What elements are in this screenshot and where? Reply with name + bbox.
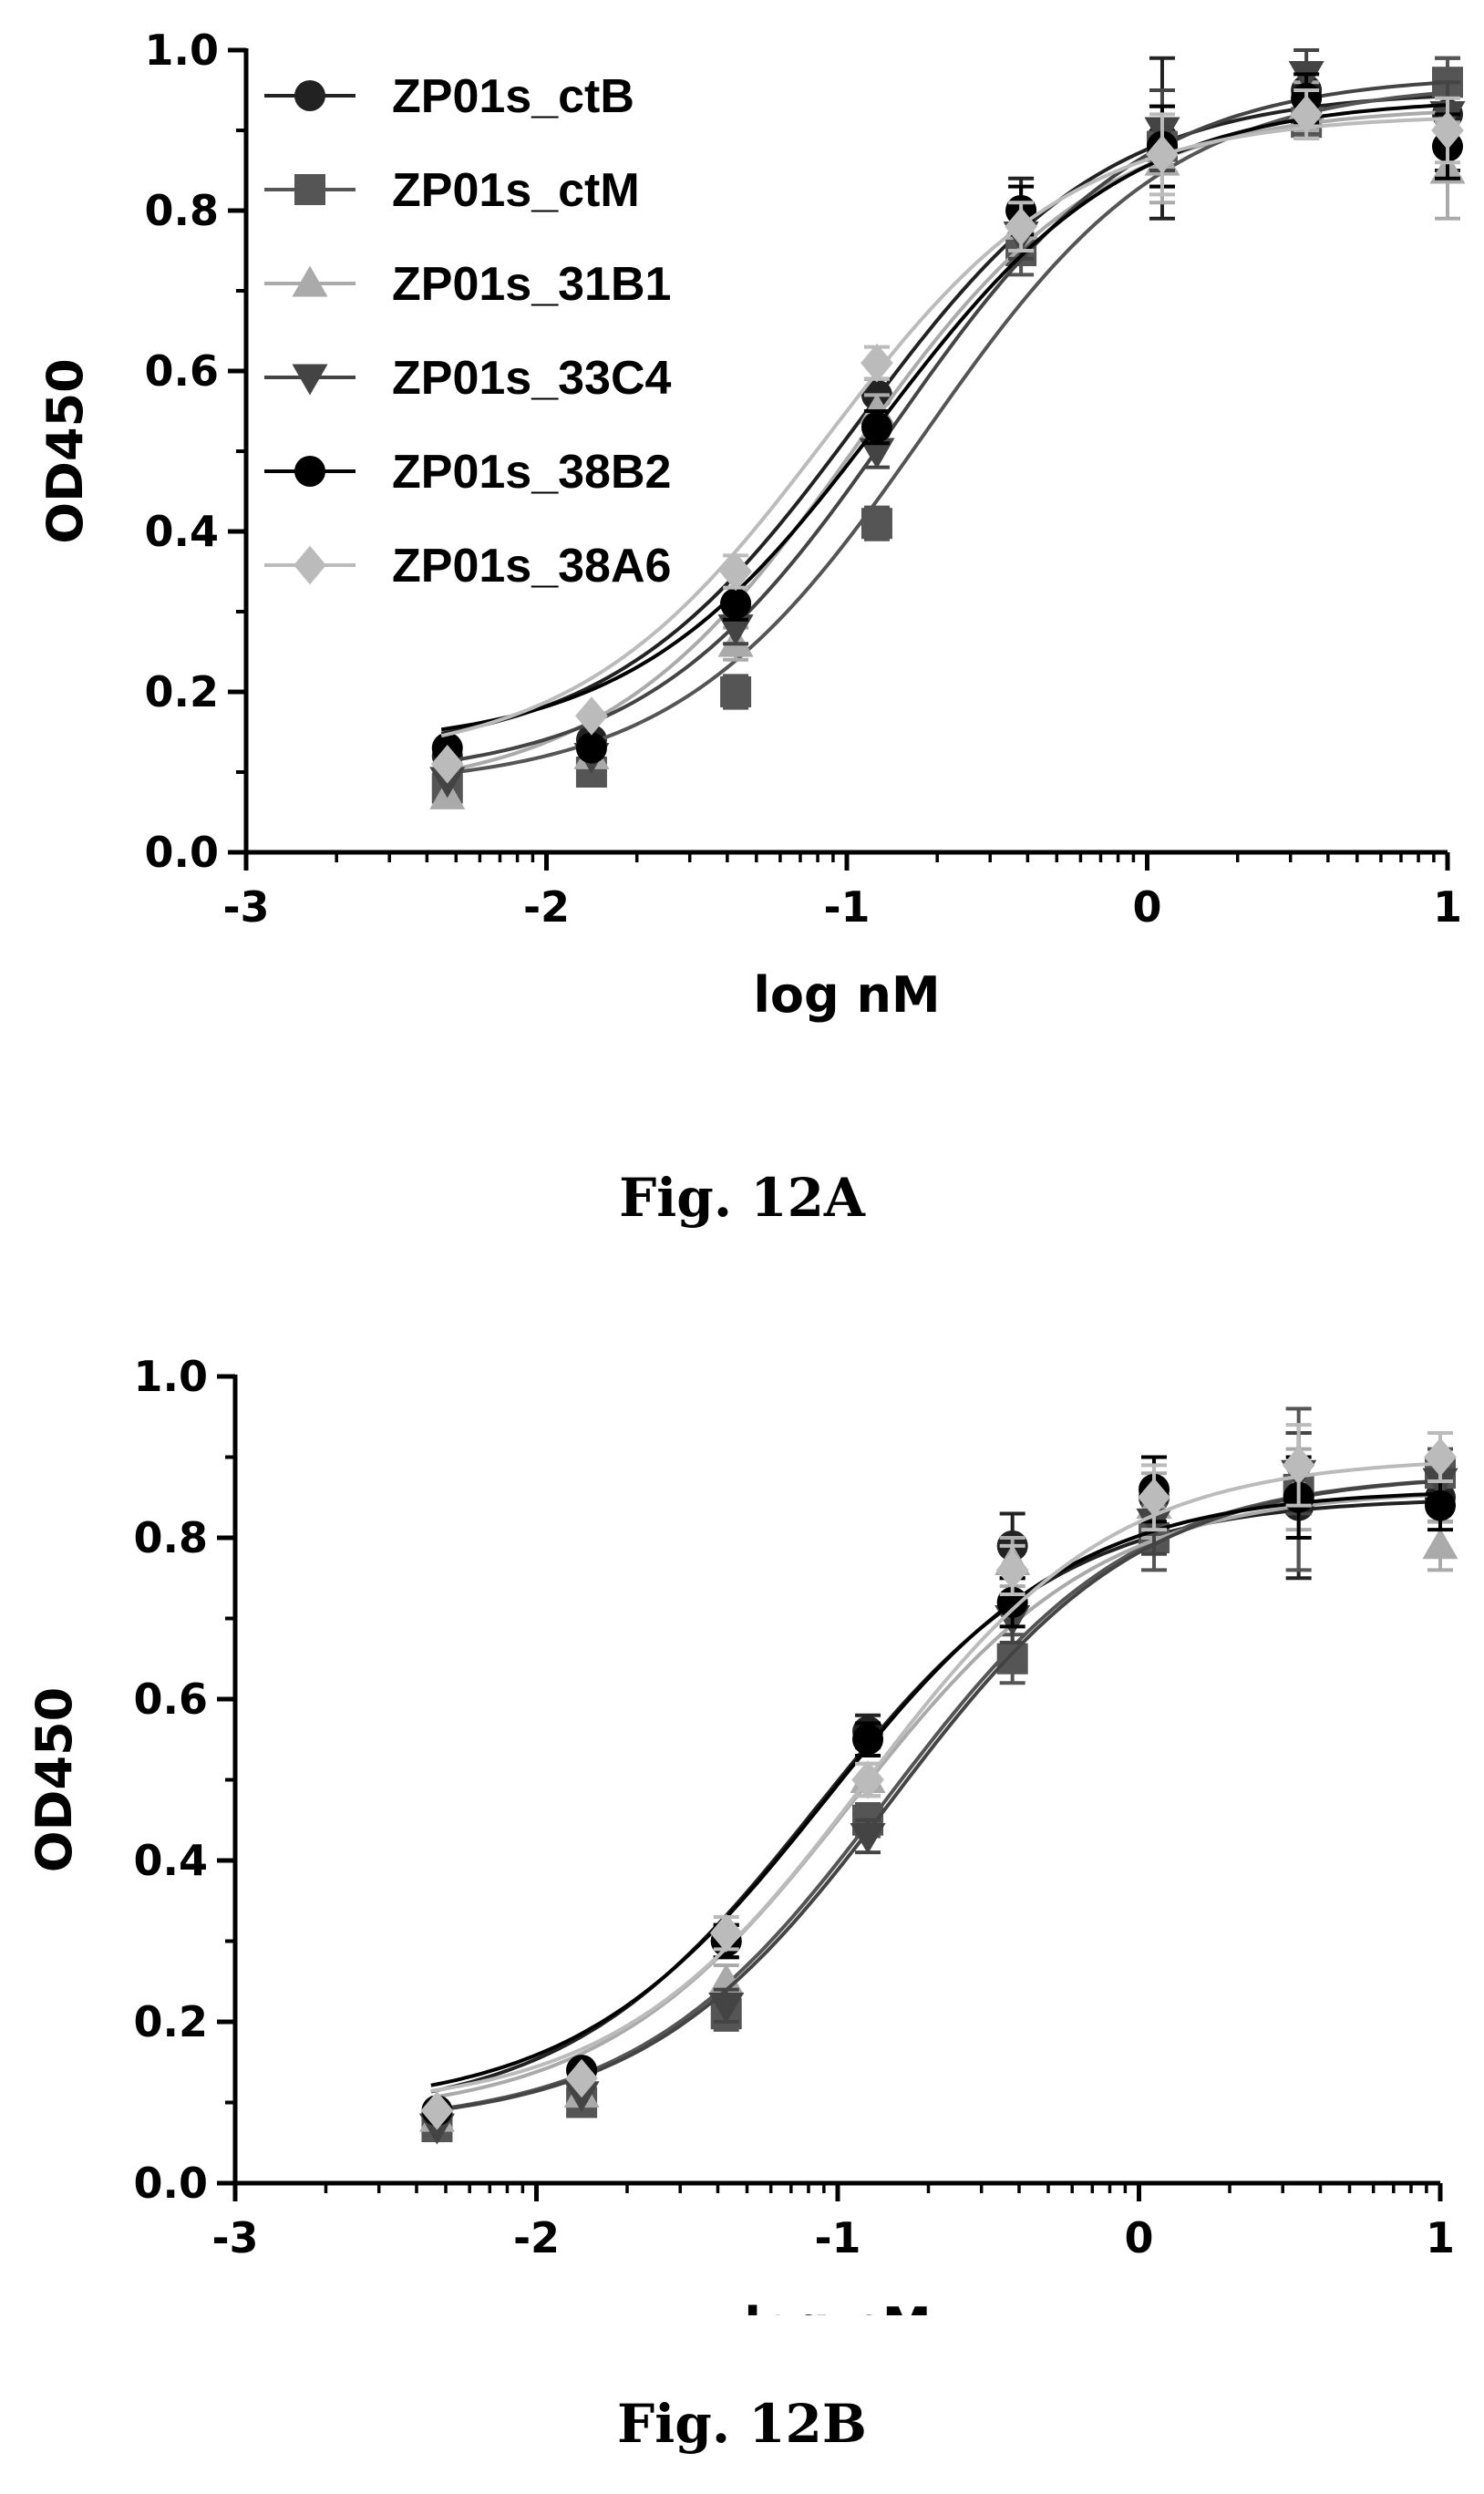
series-ZP01s_33C4 xyxy=(429,48,1466,799)
data-point xyxy=(852,1724,884,1756)
data-point xyxy=(708,1992,745,2024)
y-tick-label: 1.0 xyxy=(134,1352,209,1401)
data-point xyxy=(575,732,607,764)
data-point xyxy=(1005,207,1037,246)
y-tick-label: 0.4 xyxy=(145,507,220,556)
data-point xyxy=(565,2058,598,2098)
legend-marker xyxy=(294,545,326,585)
data-point xyxy=(1424,1438,1457,1477)
y-tick-label: 1.0 xyxy=(145,26,220,75)
data-point xyxy=(861,411,892,443)
fit-curve xyxy=(430,1461,1441,2093)
legend-marker xyxy=(294,174,325,205)
legend-label: ZP01s_ctM xyxy=(392,164,640,217)
x-tick-label: -3 xyxy=(222,882,269,932)
y-axis-title: OD450 xyxy=(26,1687,83,1872)
data-point xyxy=(861,508,892,540)
data-point xyxy=(1282,1446,1315,1485)
fit-curve xyxy=(430,1499,1441,2094)
y-tick-label: 0.0 xyxy=(145,828,220,877)
fit-curve xyxy=(430,1492,1441,2100)
legend-label: ZP01s_ctB xyxy=(392,70,634,123)
y-tick-label: 0.6 xyxy=(134,1675,209,1724)
data-point xyxy=(719,551,752,592)
data-point xyxy=(708,1963,745,1995)
data-point xyxy=(851,1760,884,1799)
chart-12b: 0.0 0.2 0.4 0.6 0.8 1.0 -3 -2 -1 0 1 log nM OD450 xyxy=(26,1352,1458,2315)
data-point xyxy=(995,1551,1029,1590)
legend-marker xyxy=(292,265,328,297)
fit-curve xyxy=(440,117,1448,738)
legend-item: ZP01s_31B1 xyxy=(264,258,671,311)
series-series-4 xyxy=(421,1455,1456,2127)
legend-label: ZP01s_38A6 xyxy=(392,540,671,593)
legend-item: ZP01s_ctB xyxy=(264,70,634,123)
fit-curve xyxy=(440,109,1448,774)
figure-12a: 0.0 0.2 0.4 0.6 0.8 1.0 -3 -2 -1 0 1 log nM OD450 ZP0… xyxy=(0,0,1484,1139)
data-point xyxy=(1146,135,1179,174)
fit-curve xyxy=(440,80,1448,764)
data-point xyxy=(709,1913,743,1953)
fit-curve xyxy=(440,103,1448,732)
data-point xyxy=(859,438,895,469)
series-series-5 xyxy=(420,1423,1457,2130)
data-point xyxy=(720,676,752,707)
figure-caption-12b: Fig. 12B xyxy=(617,2393,867,2455)
x-tick-label: -2 xyxy=(523,882,570,932)
legend-item: ZP01s_38A6 xyxy=(264,540,671,593)
data-point xyxy=(1431,110,1464,150)
x-tick-label: -1 xyxy=(814,2213,861,2262)
data-point xyxy=(996,1643,1028,1675)
fit-curve xyxy=(430,1491,1441,2087)
x-tick-label: -2 xyxy=(513,2213,560,2262)
x-tick-label: -3 xyxy=(211,2213,258,2262)
fit-curve xyxy=(440,94,1448,736)
fit-curve xyxy=(430,1479,1441,2113)
legend-item: ZP01s_33C4 xyxy=(264,352,672,405)
y-tick-label: 0.2 xyxy=(145,667,220,716)
x-tick-label: 1 xyxy=(1426,2213,1455,2262)
x-tick-label: 0 xyxy=(1132,882,1161,932)
data-point xyxy=(1425,1489,1456,1521)
data-point xyxy=(430,744,464,784)
x-axis-title: log nM xyxy=(753,966,940,1024)
data-point xyxy=(1290,95,1323,134)
data-point xyxy=(717,614,754,646)
legend-item: ZP01s_ctM xyxy=(264,164,640,217)
data-point xyxy=(575,696,608,736)
figure-caption-12a: Fig. 12A xyxy=(619,1167,865,1229)
legend-label: ZP01s_31B1 xyxy=(392,258,671,311)
y-tick-label: 0.6 xyxy=(145,346,220,396)
series-series-2 xyxy=(418,1447,1458,2132)
legend-label: ZP01s_33C4 xyxy=(392,352,672,405)
figure-12b: 0.0 0.2 0.4 0.6 0.8 1.0 -3 -2 -1 0 1 log nM OD450 xyxy=(0,1313,1484,2315)
data-point xyxy=(1422,1528,1458,1560)
x-tick-label: 0 xyxy=(1124,2213,1153,2262)
chart-12a: 0.0 0.2 0.4 0.6 0.8 1.0 -3 -2 -1 0 1 log nM OD450 ZP0… xyxy=(36,26,1466,1024)
fit-curve xyxy=(440,90,1448,776)
legend-marker xyxy=(294,80,325,111)
x-tick-label: -1 xyxy=(823,882,870,932)
legend: ZP01s_ctB ZP01s_ctM ZP01s_31B1 ZP01s_33C4 ZP… xyxy=(264,70,672,593)
y-tick-label: 0.8 xyxy=(134,1513,209,1562)
data-point xyxy=(1138,1478,1170,1517)
data-point xyxy=(861,343,893,383)
legend-item: ZP01s_38B2 xyxy=(264,446,671,499)
fit-curve xyxy=(430,1479,1441,2112)
data-point xyxy=(420,2091,454,2130)
y-tick-label: 0.2 xyxy=(134,1997,209,2046)
x-axis-title: log nM xyxy=(744,2297,931,2315)
series-ZP01s_38A6 xyxy=(430,88,1464,784)
y-tick-label: 0.4 xyxy=(134,1836,209,1885)
y-tick-label: 0.8 xyxy=(145,186,220,235)
legend-marker xyxy=(292,364,328,396)
data-point xyxy=(720,588,752,620)
x-tick-label: 1 xyxy=(1433,882,1462,932)
legend-label: ZP01s_38B2 xyxy=(392,446,671,499)
y-tick-label: 0.0 xyxy=(134,2159,209,2208)
y-axis-title: OD450 xyxy=(36,358,94,543)
data-point xyxy=(850,1823,886,1854)
legend-marker xyxy=(294,456,325,487)
